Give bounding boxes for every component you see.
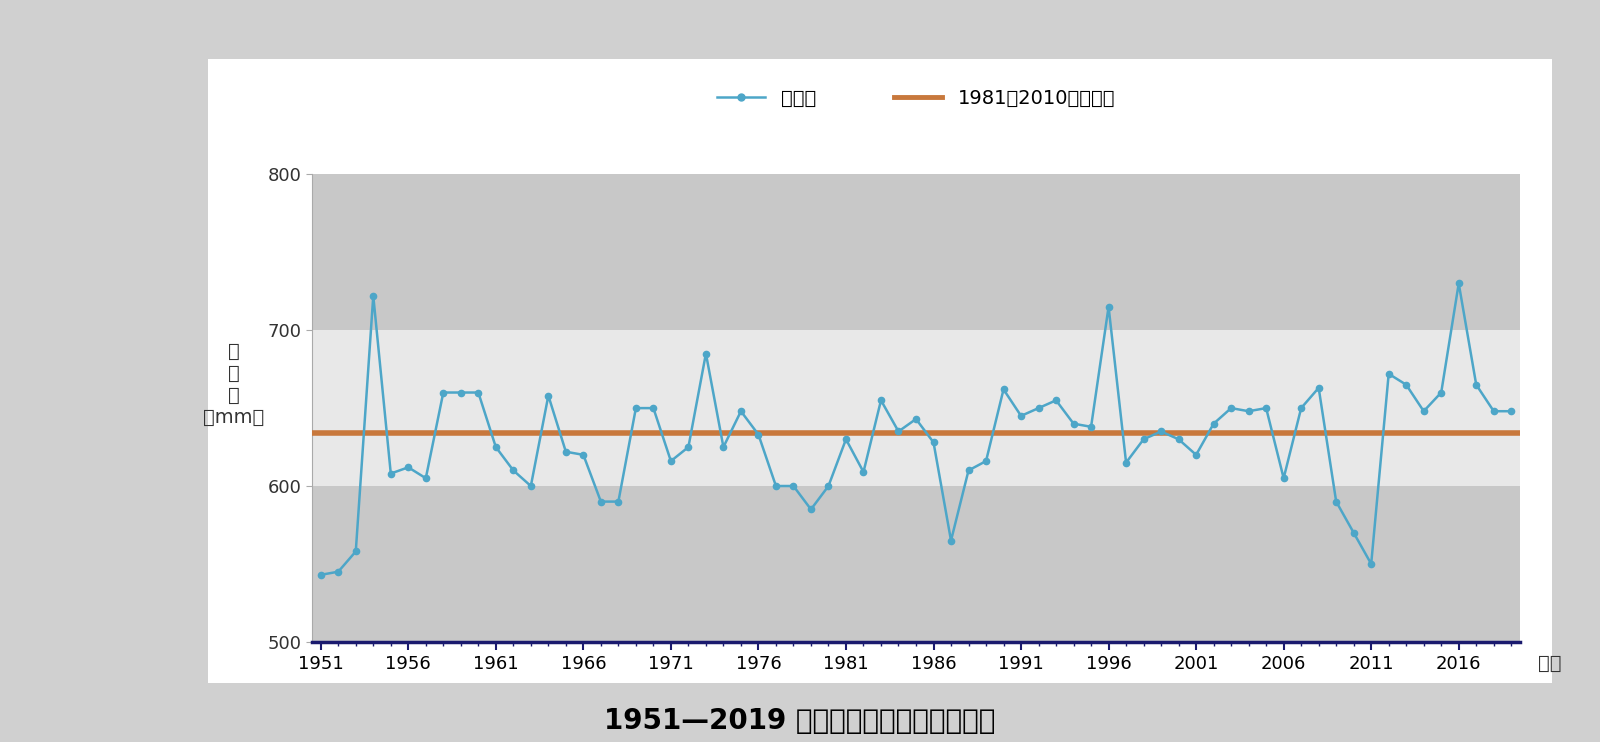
Legend: 历年値, 1981－2010年平均値: 历年値, 1981－2010年平均値 bbox=[709, 82, 1123, 116]
Bar bbox=[312, 330, 1520, 486]
Text: 1951—2019 年全国平均降水量年际变化: 1951—2019 年全国平均降水量年际变化 bbox=[605, 706, 995, 735]
Text: 年份: 年份 bbox=[1538, 654, 1562, 673]
Text: 降
水
量
（mm）: 降 水 量 （mm） bbox=[203, 342, 264, 427]
